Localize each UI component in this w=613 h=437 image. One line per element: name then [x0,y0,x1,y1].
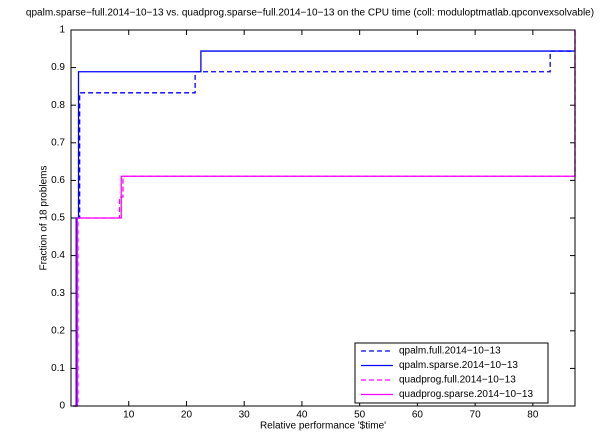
x-axis-label: Relative performance '$time' [260,421,386,432]
y-tick-label: 0.3 [51,288,65,299]
x-tick-label: 60 [412,410,424,421]
legend-box [354,342,549,404]
y-tick-label: 0.9 [51,62,65,73]
y-tick-label: 0.6 [51,175,65,186]
y-tick-label: 0.4 [51,250,65,261]
legend-label: quadprog.sparse.2014−10−13 [399,389,533,400]
axes-frame [70,29,576,407]
legend-label: qpalm.full.2014−10−13 [399,346,501,357]
y-tick-label: 0.5 [51,213,65,224]
chart-title: qpalm.sparse−full.2014−10−13 vs. quadpro… [26,8,594,19]
y-axis-label: Fraction of 18 problems [39,165,50,270]
x-tick-label: 10 [123,410,135,421]
y-tick-label: 0.7 [51,137,65,148]
legend-label: quadprog.full.2014−10−13 [399,375,516,386]
x-tick-label: 40 [296,410,308,421]
y-tick-label: 0.8 [51,100,65,111]
x-tick-label: 20 [181,410,193,421]
y-tick-label: 0 [59,401,65,412]
series-line [73,50,575,407]
y-tick-label: 0.1 [51,363,65,374]
x-tick-label: 30 [239,410,251,421]
y-tick-label: 1 [59,25,65,36]
legend-label: qpalm.sparse.2014−10−13 [399,360,518,371]
x-tick-label: 70 [470,410,482,421]
x-tick-label: 50 [354,410,366,421]
x-tick-label: 80 [527,410,539,421]
y-tick-label: 0.2 [51,325,65,336]
